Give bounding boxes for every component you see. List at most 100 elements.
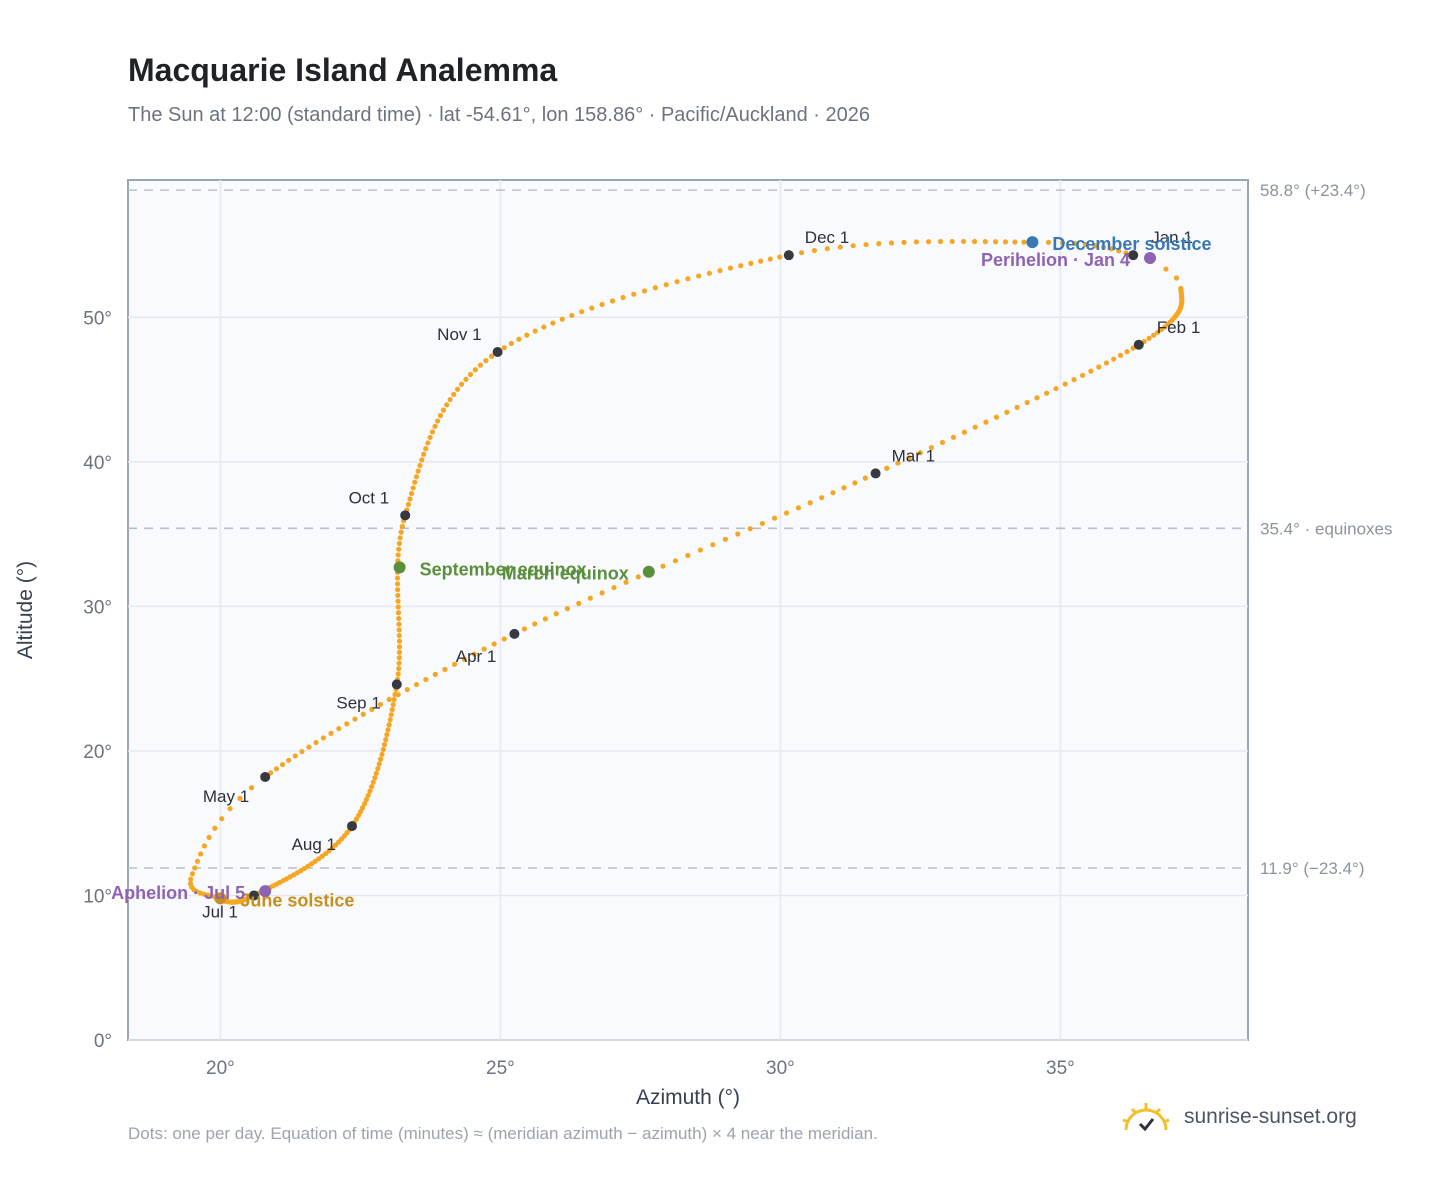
day-dot [1173, 275, 1180, 281]
day-dot [747, 526, 753, 532]
day-dot [599, 301, 605, 308]
day-dot [1044, 390, 1050, 396]
event-marker [214, 892, 227, 905]
day-dot [830, 490, 836, 496]
day-dot [299, 748, 305, 755]
day-dot [811, 247, 818, 254]
day-dot [423, 676, 429, 683]
day-dot [1034, 395, 1040, 401]
day-dot [461, 656, 467, 662]
day-dot [435, 418, 441, 424]
day-dot [589, 305, 595, 311]
day-dot [386, 696, 392, 703]
day-dot [937, 238, 944, 245]
day-dot [635, 574, 641, 580]
day-dot [516, 336, 522, 342]
day-dot [397, 535, 403, 541]
day-dot [913, 239, 919, 245]
x-tick-label: 30° [766, 1058, 795, 1079]
day-dot [983, 419, 989, 425]
month-marker [509, 628, 520, 639]
day-dot [391, 696, 397, 703]
day-dot [417, 462, 423, 469]
month-marker [870, 468, 881, 479]
day-dot [344, 721, 350, 727]
day-dot [384, 732, 390, 738]
day-dot [451, 661, 458, 667]
day-dot [472, 367, 478, 373]
day-dot [355, 812, 362, 818]
day-dot [194, 858, 201, 864]
day-dot [1014, 404, 1020, 410]
day-dot [336, 726, 342, 732]
day-dot [960, 238, 967, 245]
day-dot [771, 515, 778, 521]
day-dot [320, 735, 327, 741]
day-dot [427, 434, 433, 441]
day-dot [961, 429, 967, 435]
month-marker [347, 821, 357, 832]
event-label: December solstice [1052, 234, 1211, 254]
day-dot [1021, 239, 1027, 245]
day-dot [971, 238, 978, 245]
day-dot [369, 784, 375, 790]
month-label: Jul 1 [202, 902, 238, 921]
day-dot [380, 746, 386, 753]
day-dot [394, 581, 401, 587]
day-dot [373, 770, 380, 776]
day-dot [219, 816, 225, 822]
day-dot [906, 455, 912, 461]
day-dot [652, 285, 658, 291]
day-dot [532, 328, 538, 334]
day-dot [697, 547, 703, 553]
day-dot [360, 805, 366, 811]
day-dot [901, 239, 907, 245]
day-dot [550, 320, 556, 326]
y-tick-label: 30° [83, 597, 112, 618]
day-dot [1108, 246, 1114, 252]
day-dot [279, 761, 286, 768]
day-dot [1092, 243, 1098, 249]
day-dot [477, 362, 484, 368]
event-marker [259, 885, 272, 898]
day-dot [408, 490, 415, 497]
day-dot [292, 753, 298, 759]
day-dot [237, 795, 243, 801]
footnote: Dots: one per day. Equation of time (min… [128, 1124, 878, 1143]
day-dot [481, 646, 487, 652]
day-dot [685, 276, 691, 282]
day-dot [412, 479, 418, 485]
y-tick-label: 10° [83, 886, 112, 907]
month-marker [1128, 250, 1139, 261]
reference-lines: 58.8° (+23.4°) 35.4° · equinoxes 11.9° (−2… [128, 181, 1393, 878]
reference-line-label: 58.8° (+23.4°) [1260, 181, 1366, 200]
day-dot [738, 263, 744, 269]
day-dot [248, 785, 255, 791]
day-dot [268, 770, 274, 776]
day-dot [850, 243, 856, 249]
brand[interactable]: sunrise-sunset.org [1120, 1100, 1357, 1134]
y-tick-label: 40° [83, 453, 112, 474]
day-dot [377, 701, 384, 708]
day-dot [440, 407, 447, 413]
day-dot [641, 288, 648, 294]
day-dot [541, 324, 547, 330]
day-dot [863, 241, 869, 248]
day-dot [201, 891, 207, 897]
day-dot [398, 529, 404, 535]
x-tick-label: 25° [486, 1058, 515, 1079]
event-label: March equinox [502, 564, 629, 584]
day-dot [777, 254, 783, 260]
y-tick-label: 0° [94, 1031, 112, 1052]
day-dot [982, 239, 988, 245]
day-dot [365, 792, 371, 798]
month-marker [1133, 339, 1144, 350]
day-dot [722, 536, 728, 542]
event-marker [393, 561, 406, 574]
day-dot [949, 238, 955, 245]
day-dot [306, 744, 312, 750]
day-dot [717, 268, 723, 274]
day-dot [437, 412, 444, 419]
day-dot [410, 485, 416, 491]
